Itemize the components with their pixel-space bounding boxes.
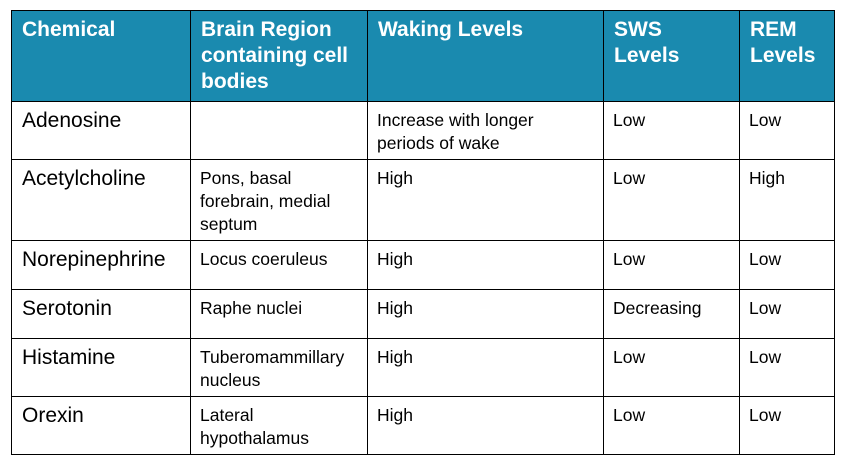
cell-waking-levels: High xyxy=(367,396,604,455)
header-chemical: Chemical xyxy=(11,10,191,102)
table-row: Adenosine Increase with longer periods o… xyxy=(11,101,835,160)
table-row: Norepinephrine Locus coeruleus High Low … xyxy=(11,240,835,290)
cell-rem-levels: Low xyxy=(739,338,835,397)
table-row: Orexin Lateral hypothalamus High Low Low xyxy=(11,396,835,455)
cell-brain-region: Lateral hypothalamus xyxy=(190,396,368,455)
cell-rem-levels: Low xyxy=(739,289,835,339)
cell-waking-levels: High xyxy=(367,338,604,397)
cell-waking-levels: High xyxy=(367,159,604,241)
header-rem-levels: REM Levels xyxy=(739,10,835,102)
table-header: Chemical Brain Region containing cell bo… xyxy=(11,10,835,102)
table-body: Adenosine Increase with longer periods o… xyxy=(11,101,835,455)
cell-rem-levels: High xyxy=(739,159,835,241)
cell-chemical: Adenosine xyxy=(11,101,191,160)
cell-chemical: Histamine xyxy=(11,338,191,397)
cell-sws-levels: Low xyxy=(603,159,740,241)
cell-sws-levels: Low xyxy=(603,396,740,455)
cell-chemical: Norepinephrine xyxy=(11,240,191,290)
cell-sws-levels: Low xyxy=(603,240,740,290)
cell-chemical: Serotonin xyxy=(11,289,191,339)
cell-brain-region: Raphe nuclei xyxy=(190,289,368,339)
cell-chemical: Acetylcholine xyxy=(11,159,191,241)
cell-waking-levels: Increase with longer periods of wake xyxy=(367,101,604,160)
cell-waking-levels: High xyxy=(367,240,604,290)
cell-brain-region: Locus coeruleus xyxy=(190,240,368,290)
cell-chemical: Orexin xyxy=(11,396,191,455)
header-row: Chemical Brain Region containing cell bo… xyxy=(11,10,835,102)
cell-rem-levels: Low xyxy=(739,101,835,160)
cell-brain-region xyxy=(190,101,368,160)
table-row: Acetylcholine Pons, basal forebrain, med… xyxy=(11,159,835,241)
table-row: Histamine Tuberomammillary nucleus High … xyxy=(11,338,835,397)
header-waking-levels: Waking Levels xyxy=(367,10,604,102)
cell-sws-levels: Low xyxy=(603,338,740,397)
cell-rem-levels: Low xyxy=(739,240,835,290)
cell-brain-region: Tuberomammillary nucleus xyxy=(190,338,368,397)
cell-rem-levels: Low xyxy=(739,396,835,455)
cell-sws-levels: Low xyxy=(603,101,740,160)
header-brain-region: Brain Region containing cell bodies xyxy=(190,10,368,102)
chemical-sleep-table: Chemical Brain Region containing cell bo… xyxy=(11,10,835,455)
table-row: Serotonin Raphe nuclei High Decreasing L… xyxy=(11,289,835,339)
cell-waking-levels: High xyxy=(367,289,604,339)
cell-sws-levels: Decreasing xyxy=(603,289,740,339)
cell-brain-region: Pons, basal forebrain, medial septum xyxy=(190,159,368,241)
header-sws-levels: SWS Levels xyxy=(603,10,740,102)
